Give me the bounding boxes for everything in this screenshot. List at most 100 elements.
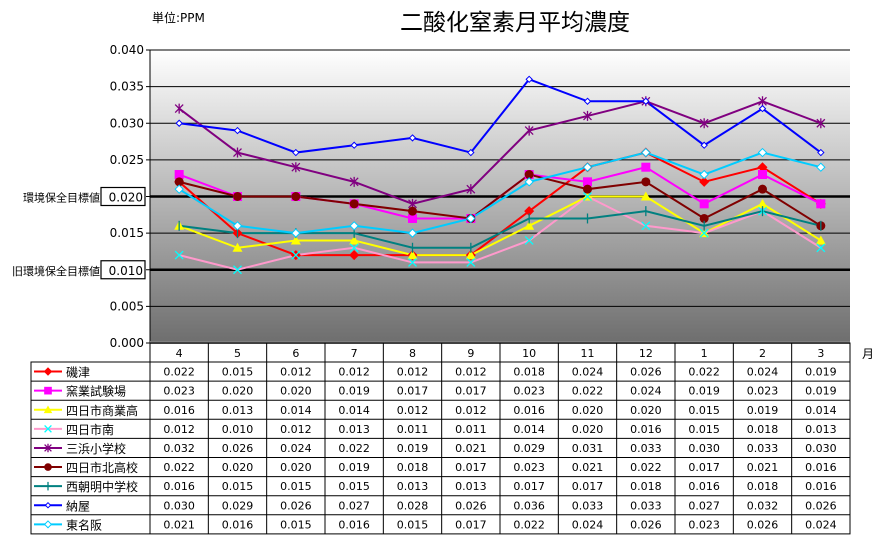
table-cell-value: 0.033: [630, 442, 662, 455]
table-cell-value: 0.026: [805, 499, 837, 512]
table-cell-value: 0.019: [338, 385, 370, 398]
table-cell-value: 0.014: [338, 404, 370, 417]
chart-title: 二酸化窒素月平均濃度: [400, 10, 630, 36]
table-cell-value: 0.021: [163, 518, 195, 531]
table-cell-value: 0.023: [747, 385, 779, 398]
table-cell-value: 0.020: [280, 385, 312, 398]
hollow-diamond-marker: [582, 162, 593, 172]
table-cell-value: 0.019: [688, 385, 720, 398]
y-tick-label: 0.015: [110, 226, 144, 240]
diamond-marker: [757, 162, 768, 173]
y-tick-label: 0.005: [110, 299, 144, 313]
table-cell-value: 0.022: [163, 461, 195, 474]
table-cell-value: 0.012: [455, 404, 487, 417]
table-cell-value: 0.026: [280, 499, 312, 512]
diamond-marker: [349, 250, 360, 261]
legend-label: 四日市北高校: [66, 460, 138, 475]
series-line: [178, 173, 822, 227]
triangle-marker: [290, 235, 301, 245]
y-tick-label: 0.000: [110, 336, 144, 350]
small-diamond-marker: [642, 97, 650, 105]
x-marker: [641, 221, 651, 231]
table-cell-value: 0.016: [222, 518, 254, 531]
table-cell-value: 0.015: [397, 518, 429, 531]
table-cell-value: 0.012: [397, 366, 429, 379]
triangle-marker: [349, 235, 360, 245]
hollow-diamond-marker: [524, 177, 534, 187]
diamond-marker: [699, 176, 710, 187]
triangle-marker: [465, 250, 476, 260]
legend-label: 西朝明中学校: [66, 479, 138, 494]
table-cell-value: 0.013: [805, 423, 837, 436]
table-cell-value: 0.014: [513, 423, 545, 436]
legend-label: 窯業試験場: [66, 384, 126, 399]
asterisk-marker: [233, 147, 242, 158]
table-cell-value: 0.022: [513, 518, 545, 531]
x-marker: [408, 257, 417, 267]
table-cell-value: 0.027: [338, 499, 370, 512]
x-tick-label: 5: [234, 347, 241, 360]
table-cell-value: 0.030: [688, 442, 720, 455]
small-diamond-marker: [583, 97, 592, 105]
hollow-diamond-marker: [816, 162, 826, 172]
hollow-diamond-marker: [291, 228, 301, 238]
table-cell-value: 0.023: [163, 385, 195, 398]
reference-value-label: 0.020: [109, 191, 143, 205]
small-diamond-marker: [525, 75, 533, 84]
legend-label: 四日市南: [66, 422, 114, 437]
table-cell-value: 0.014: [280, 404, 312, 417]
table-cell-value: 0.029: [513, 442, 545, 455]
table-cell-value: 0.015: [280, 480, 312, 493]
table-cell-value: 0.024: [747, 366, 779, 379]
table-cell-value: 0.026: [455, 499, 487, 512]
asterisk-marker: [349, 176, 359, 187]
square-marker: [816, 199, 826, 209]
series-line: [178, 151, 822, 235]
table-cell-value: 0.022: [338, 442, 370, 455]
table-cell-value: 0.030: [163, 499, 195, 512]
circle-marker: [583, 184, 592, 194]
triangle-marker: [232, 242, 243, 252]
square-marker: [583, 177, 592, 187]
triangle-marker: [757, 198, 768, 208]
asterisk-marker: [816, 118, 826, 129]
x-tick-label: 11: [581, 347, 595, 360]
table-cell-value: 0.012: [280, 423, 312, 436]
small-diamond-marker: [292, 148, 300, 157]
small-diamond-marker: [350, 141, 358, 149]
table-cell-value: 0.031: [572, 442, 604, 455]
table-cell-value: 0.019: [747, 404, 779, 417]
table-cell-value: 0.026: [630, 366, 662, 379]
hollow-diamond-marker: [757, 147, 768, 158]
table-cell-value: 0.015: [222, 480, 254, 493]
asterisk-marker: [583, 110, 592, 121]
hollow-diamond-marker: [174, 184, 184, 194]
reference-value-box: [100, 260, 146, 280]
diamond-marker: [43, 367, 53, 376]
table-cell-value: 0.024: [572, 366, 604, 379]
table-cell-value: 0.032: [163, 442, 195, 455]
table-cell-value: 0.012: [280, 366, 312, 379]
circle-marker: [524, 170, 534, 180]
circle-marker: [699, 213, 709, 223]
table-cell-value: 0.016: [338, 518, 370, 531]
reference-value-box: [100, 186, 146, 207]
circle-marker: [349, 199, 359, 209]
diamond-marker: [524, 206, 535, 217]
x-marker: [583, 192, 592, 201]
table-cell-value: 0.015: [338, 480, 370, 493]
table-cell-value: 0.019: [397, 442, 429, 455]
table-cell-value: 0.033: [747, 442, 779, 455]
table-cell-value: 0.017: [455, 385, 487, 398]
table-cell-value: 0.024: [280, 442, 312, 455]
table-cell-value: 0.010: [222, 423, 254, 436]
table-cell-value: 0.014: [805, 404, 837, 417]
table-cell-value: 0.016: [630, 423, 662, 436]
triangle-marker: [43, 405, 53, 414]
table-cell-value: 0.015: [688, 423, 720, 436]
legend-label: 四日市商業高: [66, 403, 138, 418]
table-cell-value: 0.021: [455, 442, 487, 455]
table-cell-value: 0.021: [747, 461, 779, 474]
table-cell-value: 0.018: [747, 423, 779, 436]
hollow-diamond-marker: [349, 221, 359, 231]
